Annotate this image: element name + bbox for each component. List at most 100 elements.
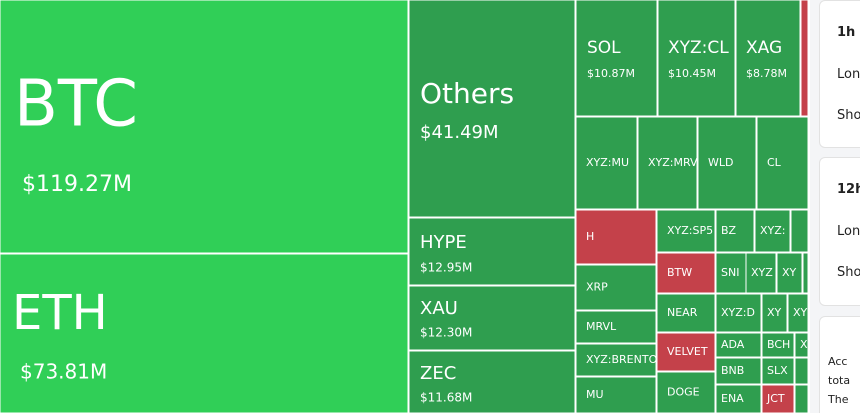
tile-label: CL xyxy=(767,156,782,169)
tile xyxy=(715,293,762,333)
tile-value: $73.81M xyxy=(20,360,107,384)
tile-label: VELVET xyxy=(667,345,708,358)
tile xyxy=(787,293,809,333)
tile xyxy=(408,350,576,413)
tile xyxy=(656,332,716,372)
tile-value: $12.95M xyxy=(420,261,472,275)
tile-label: MU xyxy=(586,388,604,401)
tile-label: SOL xyxy=(587,38,621,58)
tile-label: XYZ:D xyxy=(721,306,755,319)
tile xyxy=(790,209,809,253)
tile xyxy=(761,293,788,333)
tile-value: $119.27M xyxy=(22,172,132,197)
tile xyxy=(575,116,638,210)
tile-label: SLX xyxy=(767,364,788,377)
tile-value: $11.68M xyxy=(420,391,472,405)
tile xyxy=(761,332,795,358)
card-text: Sho xyxy=(837,265,860,280)
card-title: 1h xyxy=(837,25,856,40)
tile xyxy=(745,252,777,294)
tile-label: BNB xyxy=(721,364,744,377)
tile-label: BTW xyxy=(667,266,692,279)
tile-label: XYZ:CL xyxy=(668,38,729,58)
tile-label: X xyxy=(800,338,808,351)
tile-label: XAG xyxy=(746,38,782,58)
tile-label: NEAR xyxy=(667,306,698,319)
tile xyxy=(575,310,657,344)
tile-label: XYZ:MRV xyxy=(648,156,698,169)
tile-value: $12.30M xyxy=(420,326,472,340)
tile xyxy=(408,0,576,218)
tile xyxy=(715,209,755,253)
tile-label: XY xyxy=(782,266,797,279)
tile xyxy=(761,384,795,413)
tile-label: HYPE xyxy=(420,232,467,253)
tile xyxy=(408,217,576,286)
card-text: Lon xyxy=(837,67,860,82)
card: 1h Lon Sho xyxy=(819,0,860,148)
tile xyxy=(408,285,576,351)
tile xyxy=(575,0,658,117)
tile xyxy=(794,357,809,385)
card: Acc tota The xyxy=(819,316,860,413)
tile xyxy=(575,376,657,413)
tile-label: BZ xyxy=(721,224,737,237)
tile xyxy=(715,357,762,385)
tile-label: ETH xyxy=(12,285,108,341)
side-panel: 1h Lon Sho 12h Lon Sho Acc tota The xyxy=(810,0,860,413)
tile-label: SNI xyxy=(721,266,739,279)
tile xyxy=(715,252,747,294)
tile xyxy=(756,116,809,210)
card: 12h Lon Sho xyxy=(819,157,860,306)
tile-label: MRVL xyxy=(586,320,617,333)
card-text: Sho xyxy=(837,108,860,123)
tile xyxy=(0,0,409,254)
tile-value: $10.87M xyxy=(587,67,635,80)
tile-value: $8.78M xyxy=(746,67,787,80)
tile-label: XYZ xyxy=(751,266,773,279)
tile xyxy=(656,293,716,333)
tile xyxy=(735,0,801,117)
card-text: The xyxy=(828,393,849,406)
tile xyxy=(802,252,809,294)
tile-label: ZEC xyxy=(420,363,456,384)
tile xyxy=(776,252,803,294)
tile-label: XY xyxy=(767,306,782,319)
tile xyxy=(575,343,657,377)
tile xyxy=(794,384,809,413)
tile xyxy=(800,0,809,117)
tile xyxy=(715,332,762,358)
tile-label: H xyxy=(586,230,594,243)
tile-label: ADA xyxy=(721,338,745,351)
tile-label: XYZ:BRENTO xyxy=(586,353,658,366)
tile xyxy=(637,116,698,210)
tile-label: XYZ:SP5 xyxy=(667,224,713,237)
tile xyxy=(656,209,716,253)
tile-value: $10.45M xyxy=(668,67,716,80)
tile xyxy=(715,384,762,413)
tile xyxy=(697,116,757,210)
tile xyxy=(794,332,809,358)
card-title: 12h xyxy=(837,182,860,197)
tile-label: XYZ:MU xyxy=(586,156,629,169)
tile-label: Others xyxy=(420,77,514,110)
tile-label: WLD xyxy=(708,156,733,169)
tile xyxy=(0,253,409,413)
tile xyxy=(575,209,657,265)
tile xyxy=(754,209,791,253)
tile xyxy=(656,252,716,294)
card-text: Lon xyxy=(837,224,860,239)
tile-label: ENA xyxy=(721,392,744,405)
tile-value: $41.49M xyxy=(420,122,499,143)
tile-label: XAU xyxy=(420,298,458,319)
tile-label: XRP xyxy=(586,281,608,294)
tile-label: XY xyxy=(793,306,808,319)
tile-label: BCH xyxy=(767,338,790,351)
tile xyxy=(657,0,736,117)
card-text: Acc xyxy=(828,355,848,368)
treemap: BTC $119.27M ETH $73.81M Others $41.49M HYPE $1… xyxy=(0,0,809,413)
card-text: tota xyxy=(828,374,851,387)
tile-label: BTC xyxy=(14,68,138,142)
